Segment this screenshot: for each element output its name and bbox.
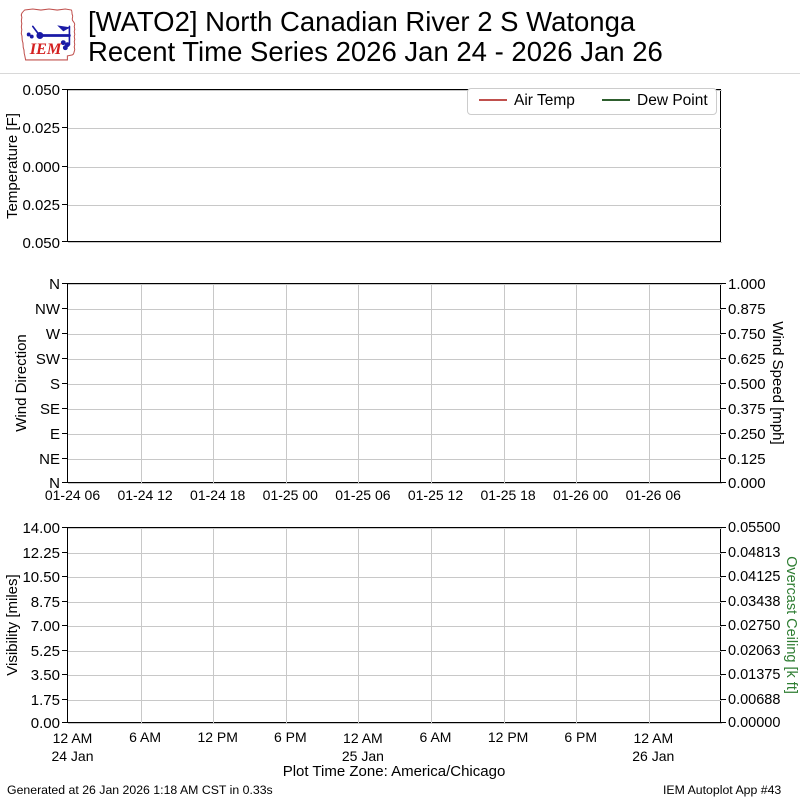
svg-text:IEM: IEM (29, 39, 62, 58)
